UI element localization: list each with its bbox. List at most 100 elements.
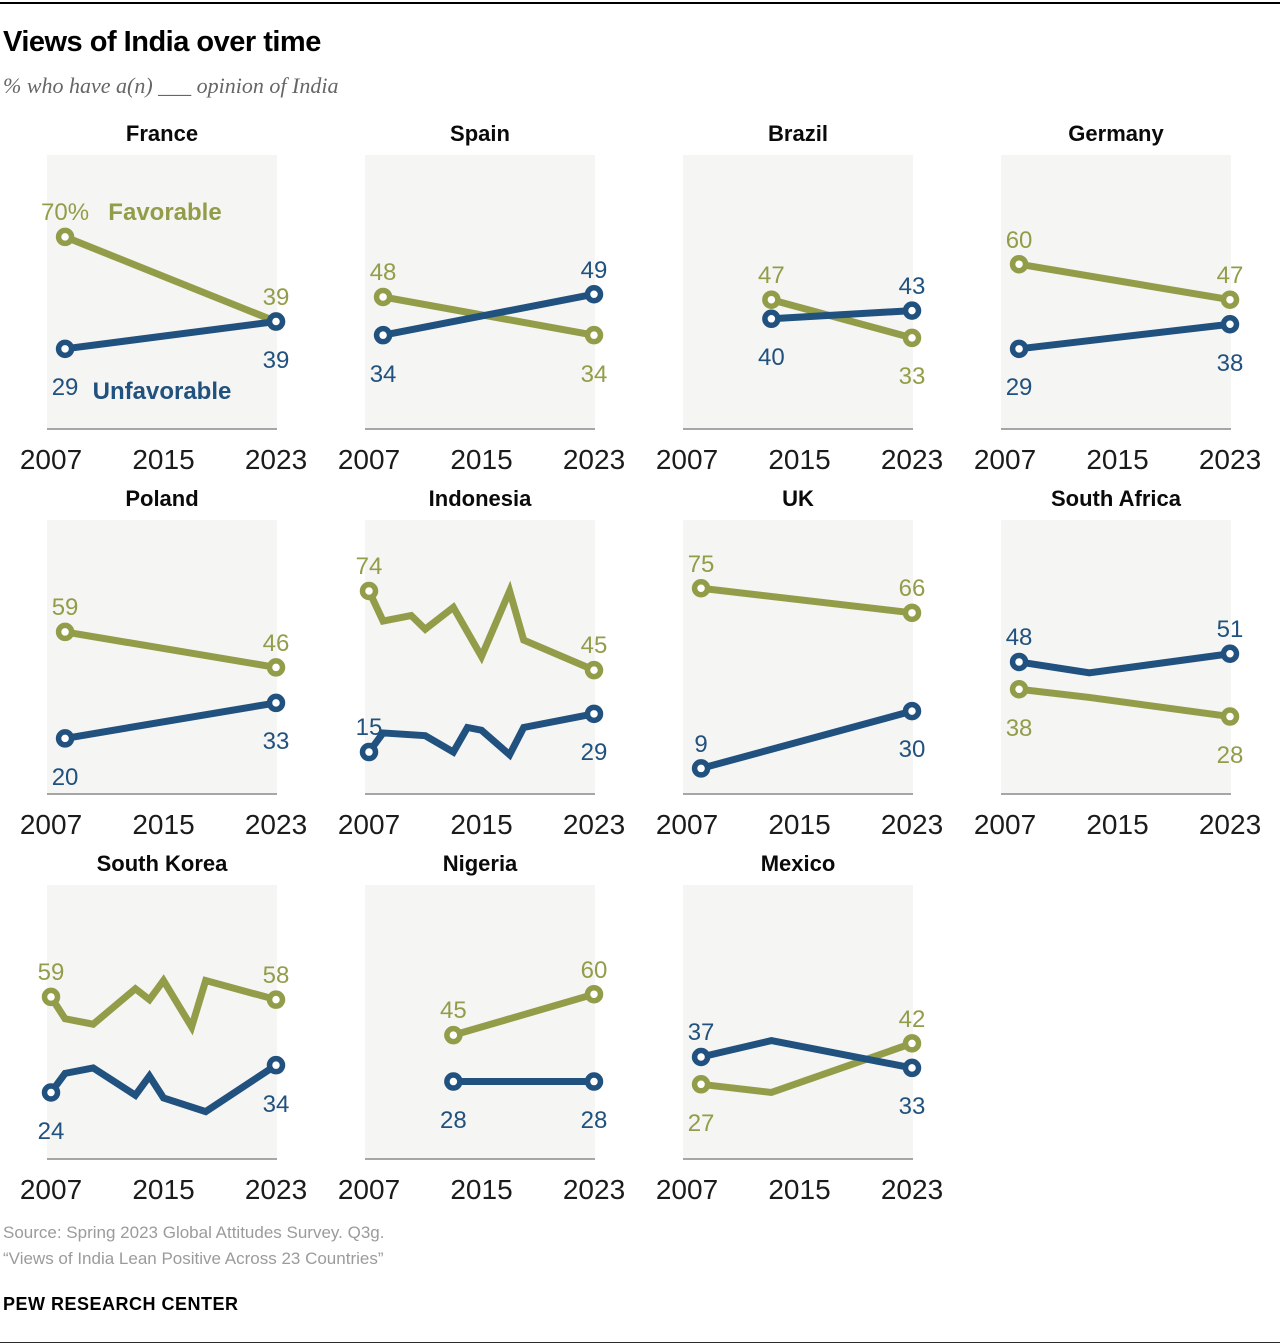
favorable-line	[48, 974, 277, 1036]
x-axis-label: 2007	[337, 809, 401, 841]
favorable-line	[700, 585, 913, 617]
unfavorable-series-label: Unfavorable	[92, 378, 232, 406]
x-axis-label: 2015	[132, 809, 195, 841]
panel-title: South Africa	[1051, 486, 1181, 512]
line-chart-svg	[373, 285, 604, 345]
unfavorable-value-label: 29	[580, 739, 608, 767]
chart-area: 74 45 15 29	[356, 520, 607, 796]
unfavorable-point-marker	[1220, 315, 1240, 334]
chart-area: 70% 39 29 39 Favorable Unfavorable	[41, 155, 289, 431]
country-panel: Nigeria 45 60 28 28 2007 2015 2023	[318, 845, 636, 1210]
line-chart-svg	[55, 623, 286, 748]
unfavorable-value-label: 29	[1005, 374, 1033, 402]
favorable-point-marker	[902, 603, 922, 623]
favorable-value-label: 60	[580, 956, 608, 984]
unfavorable-value-label: 38	[1216, 349, 1244, 377]
unfavorable-point-marker	[444, 1072, 463, 1092]
line-chart-svg	[762, 290, 922, 348]
unfavorable-point-marker	[373, 326, 393, 345]
unfavorable-point-marker	[266, 1056, 286, 1075]
country-panel: Poland 59 46 20 33 2007 2015 2023	[0, 480, 318, 845]
favorable-value-label: 33	[898, 363, 926, 391]
favorable-value-label: 47	[758, 262, 785, 290]
unfavorable-point-marker	[55, 729, 75, 748]
chart-area: 48 34 34 49	[365, 155, 607, 431]
favorable-value-label: 75	[687, 550, 715, 578]
unfavorable-point-marker	[584, 285, 604, 304]
x-axis-label: 2015	[768, 809, 831, 841]
panel-title: Nigeria	[442, 851, 518, 877]
unfavorable-line	[700, 1037, 913, 1072]
x-axis: 2007 2015 2023	[656, 1174, 943, 1206]
x-axis-label: 2007	[655, 1174, 719, 1206]
x-axis-label: 2007	[655, 809, 719, 841]
country-panel: South Africa 38 28 48 51 2007 2015 2023	[954, 480, 1272, 845]
x-axis: 2007 2015 2023	[338, 809, 625, 841]
panel-title: Mexico	[760, 851, 836, 877]
unfavorable-value-label: 24	[37, 1117, 65, 1145]
favorable-point-marker	[1220, 707, 1240, 727]
line-chart-svg	[41, 974, 286, 1116]
x-axis-label: 2015	[768, 444, 831, 476]
favorable-value-label: 45	[440, 997, 467, 1025]
favorable-line	[64, 628, 277, 672]
favorable-value-label: 38	[1005, 714, 1033, 742]
x-axis-label: 2015	[132, 444, 195, 476]
chart-area: 75 66 9 30	[683, 520, 925, 796]
favorable-line	[365, 580, 596, 674]
unfavorable-point-marker	[41, 1083, 61, 1103]
x-axis-label: 2007	[19, 444, 83, 476]
favorable-value-label: 58	[262, 962, 290, 989]
unfavorable-value-label: 30	[898, 736, 926, 764]
unfavorable-value-label: 40	[758, 344, 785, 372]
unfavorable-point-marker	[691, 1048, 711, 1067]
line-chart-svg	[359, 580, 604, 762]
unfavorable-point-marker	[1220, 644, 1240, 664]
favorable-value-label: 60	[1005, 226, 1033, 254]
chart-area: 27 42 37 33	[683, 885, 925, 1161]
unfavorable-line	[382, 291, 595, 339]
x-axis-label: 2023	[880, 809, 944, 841]
line-chart-svg	[1009, 255, 1240, 359]
unfavorable-value-label: 48	[1005, 624, 1033, 652]
unfavorable-value-label: 51	[1216, 616, 1244, 644]
unfavorable-value-label: 20	[51, 763, 79, 791]
x-axis-label: 2015	[450, 1174, 513, 1206]
x-axis: 2007 2015 2023	[974, 444, 1261, 476]
panel-title: Poland	[125, 486, 199, 512]
favorable-point-marker	[444, 1026, 463, 1045]
unfavorable-point-marker	[1009, 653, 1029, 672]
unfavorable-value-label: 15	[355, 714, 383, 742]
x-axis-label: 2015	[450, 444, 513, 476]
unfavorable-line	[771, 307, 913, 323]
favorable-value-label: 39	[262, 283, 290, 311]
x-axis-label: 2023	[880, 1174, 944, 1206]
favorable-point-marker	[584, 326, 604, 345]
small-multiples-grid: France 70% 39 29 39 Favorable Unfavorable 2007 2…	[0, 115, 1280, 1210]
favorable-line	[1018, 686, 1231, 721]
x-axis-label: 2023	[244, 809, 308, 841]
chart-area: 60 47 29 38	[1001, 155, 1243, 431]
chart-area: 47 33 40 43	[683, 155, 925, 431]
panel-title: Germany	[1068, 121, 1164, 147]
favorable-point-marker	[902, 329, 922, 348]
brand-label: PEW RESEARCH CENTER	[3, 1294, 239, 1315]
x-axis-label: 2007	[973, 444, 1037, 476]
favorable-point-marker	[373, 288, 393, 307]
favorable-value-label: 34	[580, 360, 608, 388]
x-axis: 2007 2015 2023	[338, 1174, 625, 1206]
x-axis-label: 2007	[19, 1174, 83, 1206]
x-axis: 2007 2015 2023	[20, 444, 307, 476]
unfavorable-value-label: 33	[262, 728, 290, 756]
favorable-value-label: 70%	[41, 199, 90, 227]
source-note: Source: Spring 2023 Global Attitudes Sur…	[3, 1220, 1280, 1272]
panel-title: France	[125, 121, 199, 147]
favorable-point-marker	[1009, 680, 1029, 699]
favorable-point-marker	[41, 988, 61, 1007]
line-chart-svg	[1009, 644, 1240, 727]
x-axis-label: 2015	[450, 809, 513, 841]
x-axis-label: 2023	[244, 444, 308, 476]
unfavorable-value-label: 49	[580, 256, 608, 284]
favorable-value-label: 48	[369, 259, 397, 287]
country-panel: Brazil 47 33 40 43 2007 2015 2023	[636, 115, 954, 480]
